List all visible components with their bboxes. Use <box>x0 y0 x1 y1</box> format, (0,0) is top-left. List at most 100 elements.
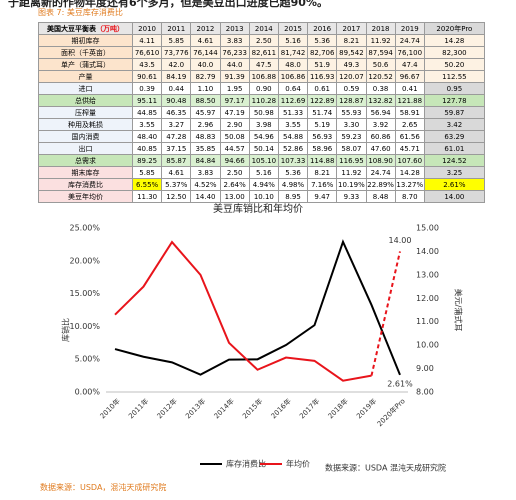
cell: 91.39 <box>219 70 250 83</box>
cell: 114.88 <box>307 154 338 167</box>
cell: 96.67 <box>394 70 425 83</box>
x-tick-label: 2019年 <box>354 396 378 420</box>
cell: 112.69 <box>277 94 309 107</box>
y2-tick-label: 14.00 <box>416 247 439 256</box>
cell: 107.33 <box>277 154 309 167</box>
column-header: 2017 <box>336 22 367 35</box>
series-line <box>114 240 372 382</box>
x-tick-label: 2020年Pro <box>375 396 407 428</box>
header-title: 美国大豆平衡表 <box>47 24 96 33</box>
cell: 43.5 <box>131 58 163 71</box>
cell: 5.85 <box>161 34 192 47</box>
row-label: 种用及耗损 <box>38 118 133 131</box>
value-label: 2.61% <box>387 379 413 388</box>
table-row: 进口 0.39 0.44 1.10 1.95 0.90 0.64 0.61 0.59 0.38 0.… <box>38 82 485 95</box>
cell: 95.11 <box>131 94 163 107</box>
caption: 图表 7: 美豆库存消费比 <box>38 8 123 17</box>
cell: 0.95 <box>423 82 485 95</box>
y2-tick-label: 12.00 <box>416 294 439 303</box>
cell: 42.0 <box>161 58 192 71</box>
row-label: 出口 <box>38 142 133 155</box>
legend-label: 年均价 <box>286 459 310 469</box>
x-tick-label: 2012年 <box>155 396 179 420</box>
table-row: 产量 90.61 84.19 82.79 91.39 106.88 106.86 116.93… <box>38 70 485 83</box>
column-header: 2016 <box>307 22 338 35</box>
row-label: 进口 <box>38 82 133 95</box>
cell: 107.60 <box>394 154 425 167</box>
cell: 121.88 <box>394 94 425 107</box>
cell: 47.4 <box>394 58 425 71</box>
cell: 8.70 <box>394 190 425 203</box>
legend-label: 库存消费比 <box>226 459 266 469</box>
table-row: 美豆年均价 11.30 12.50 14.40 13.00 10.10 8.95 9.47 9.… <box>38 190 485 203</box>
value-label: 14.00 <box>389 236 412 245</box>
row-label: 库存消费比 <box>38 178 133 191</box>
y2-axis-title: 美元/蒲式耳 <box>454 289 464 332</box>
cell: 44.0 <box>219 58 250 71</box>
cell: 14.00 <box>423 190 485 203</box>
cell: 3.42 <box>423 118 485 131</box>
cell: 82.79 <box>190 70 221 83</box>
x-tick-label: 2016年 <box>269 396 293 420</box>
cell: 76,100 <box>394 46 425 59</box>
row-label: 总需求 <box>38 154 133 167</box>
cell: 2.61% <box>423 178 485 191</box>
cell: 50.20 <box>423 58 485 71</box>
y2-tick-label: 13.00 <box>416 270 439 279</box>
cell: 82,300 <box>423 46 485 59</box>
row-label: 期初库存 <box>38 34 133 47</box>
header-unit: （万吨） <box>96 24 124 33</box>
x-tick-label: 2018年 <box>326 396 350 420</box>
cell: 3.25 <box>423 166 485 179</box>
cell: 73,776 <box>161 46 192 59</box>
cell: 40.0 <box>190 58 221 71</box>
chart-title: 美豆库销比和年均价 <box>213 202 303 215</box>
cell: 85.87 <box>161 154 192 167</box>
row-label: 压榨量 <box>38 106 133 119</box>
cell: 59.87 <box>423 106 485 119</box>
balance-table: 美国大豆平衡表（万吨） 2010 2011 2012 2013 2014 2015 2016… <box>38 22 485 203</box>
column-header: 2014 <box>248 22 279 35</box>
table-row: 出口 40.85 37.15 35.85 44.57 50.14 52.86 58.96 58.… <box>38 142 485 155</box>
x-tick-label: 2017年 <box>297 396 321 420</box>
y2-tick-label: 10.00 <box>416 341 439 350</box>
series-line-projected <box>370 251 401 376</box>
y2-tick-label: 15.00 <box>416 224 439 233</box>
x-tick-label: 2015年 <box>240 396 264 420</box>
column-header: 2020年Pro <box>423 22 485 35</box>
cell: 116.93 <box>307 70 338 83</box>
table-row: 总需求 89.25 85.87 84.84 94.66 105.10 107.33 114.8… <box>38 154 485 167</box>
cell: 120.52 <box>365 70 396 83</box>
y2-tick-label: 8.00 <box>416 388 434 397</box>
row-label: 总供给 <box>38 94 133 107</box>
header-row: 美国大豆平衡表（万吨） 2010 2011 2012 2013 2014 2015 2016… <box>38 22 485 35</box>
x-tick-label: 2011年 <box>126 396 150 420</box>
cell: 8.48 <box>365 190 396 203</box>
table-row: 单产（蒲式耳） 43.5 42.0 40.0 44.0 47.5 48.0 51.9 49.3 5… <box>38 58 485 71</box>
cell: 90.48 <box>161 94 192 107</box>
table-row: 期末库存 5.85 4.61 3.83 2.50 5.16 5.36 8.21 11.92 24.… <box>38 166 485 179</box>
cell: 94.66 <box>219 154 250 167</box>
cell: 120.07 <box>336 70 367 83</box>
column-header: 2018 <box>365 22 396 35</box>
y2-tick-label: 9.00 <box>416 364 434 373</box>
cell: 4.61 <box>190 34 221 47</box>
cell: 76,610 <box>131 46 163 59</box>
x-tick-label: 2013年 <box>183 396 207 420</box>
series-line <box>114 239 401 376</box>
y2-tick-label: 11.00 <box>416 317 439 326</box>
header-label: 美国大豆平衡表（万吨） <box>38 22 133 35</box>
cell: 51.9 <box>307 58 338 71</box>
y-axis-title: 库销比 <box>61 318 71 342</box>
cell: 127.78 <box>423 94 485 107</box>
chart-source: 数据来源：USDA 混沌天成研究院 <box>325 463 446 473</box>
x-tick-label: 2014年 <box>212 396 236 420</box>
footer: 数据来源：USDA，混沌天成研究院 <box>40 483 167 492</box>
x-tick-label: 2010年 <box>98 396 122 420</box>
column-header: 2013 <box>219 22 250 35</box>
table-row: 种用及耗损 3.55 3.27 2.96 2.90 3.98 3.55 5.19 3.30 3.9… <box>38 118 485 131</box>
y-tick-label: 10.00% <box>69 322 100 331</box>
y-tick-label: 15.00% <box>69 289 100 298</box>
